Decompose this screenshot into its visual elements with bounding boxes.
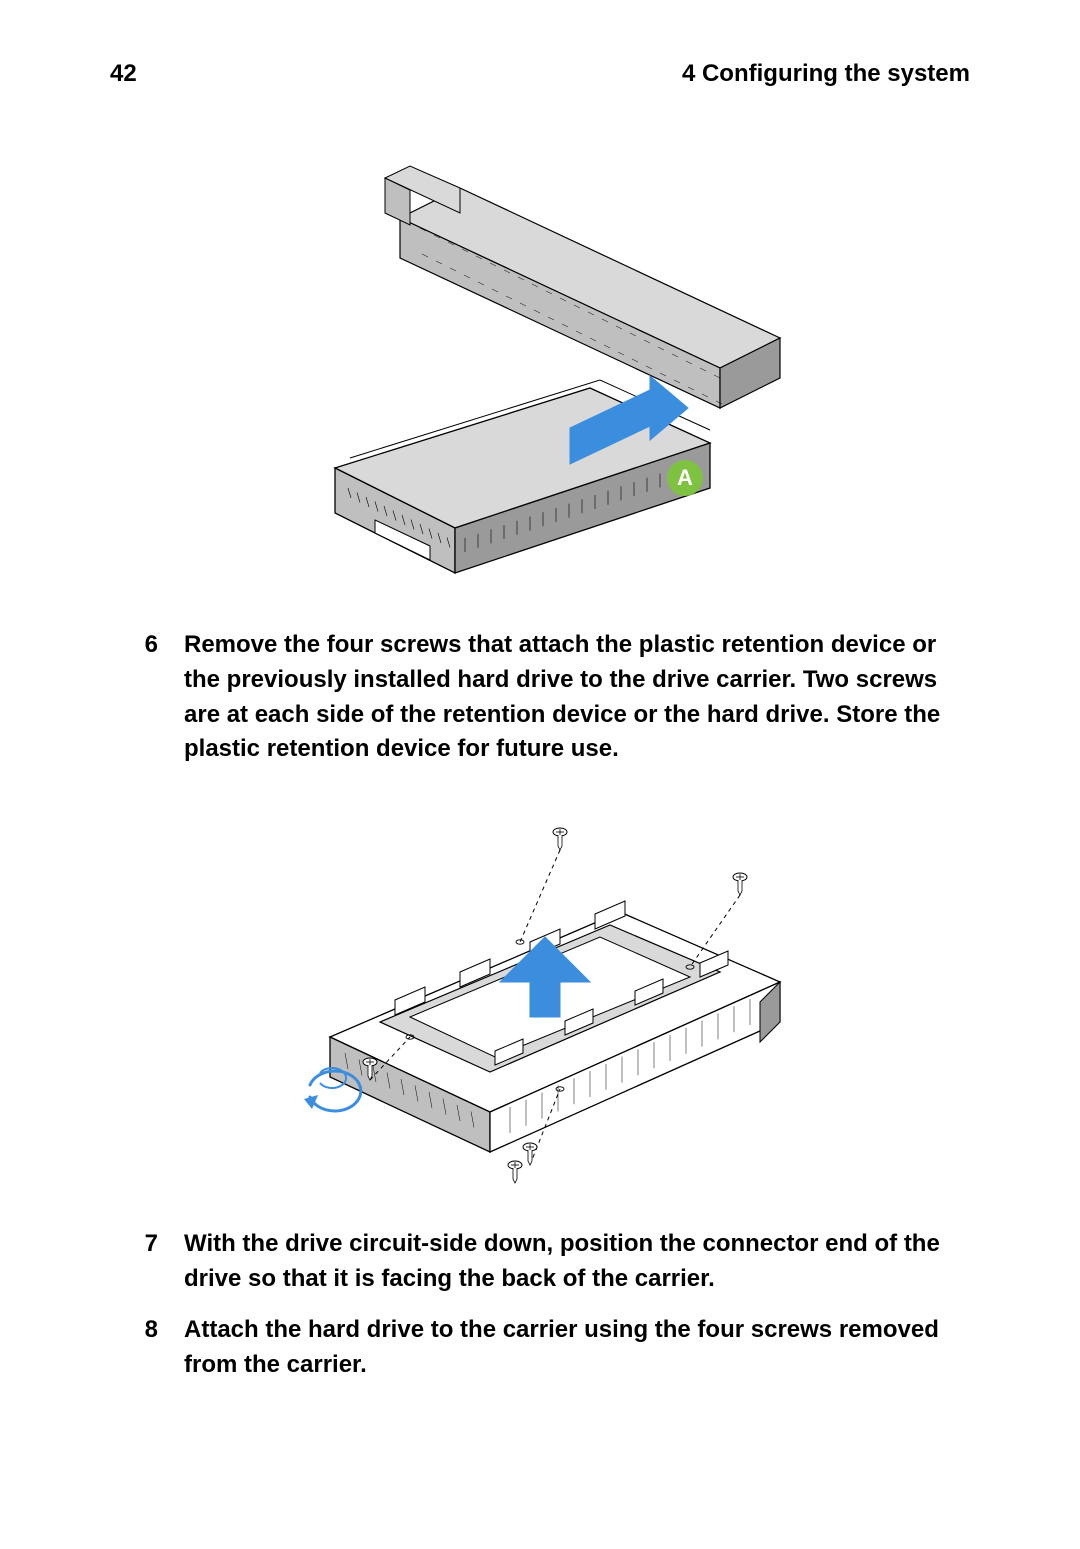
figure-drive-carrier-remove: A <box>110 158 970 588</box>
step-7: 7 With the drive circuit-side down, posi… <box>110 1227 970 1297</box>
page-header: 42 4 Configuring the system <box>110 60 970 88</box>
drive-tray-diagram-icon <box>260 807 820 1187</box>
step-text: Remove the four screws that attach the p… <box>184 628 970 767</box>
chapter-title: 4 Configuring the system <box>682 60 970 88</box>
step-number: 7 <box>110 1227 184 1262</box>
svg-text:A: A <box>677 465 693 490</box>
figure-drive-tray-screws <box>110 807 970 1187</box>
step-number: 6 <box>110 628 184 663</box>
step-8: 8 Attach the hard drive to the carrier u… <box>110 1313 970 1383</box>
step-6: 6 Remove the four screws that attach the… <box>110 628 970 767</box>
page: 42 4 Configuring the system A 6 Remove t… <box>0 0 1080 1549</box>
step-list-2: 7 With the drive circuit-side down, posi… <box>110 1227 970 1382</box>
step-number: 8 <box>110 1313 184 1348</box>
page-number: 42 <box>110 60 170 88</box>
step-text: Attach the hard drive to the carrier usi… <box>184 1313 970 1383</box>
step-list-1: 6 Remove the four screws that attach the… <box>110 628 970 767</box>
step-text: With the drive circuit-side down, positi… <box>184 1227 970 1297</box>
drive-carrier-diagram-icon: A <box>280 158 800 588</box>
